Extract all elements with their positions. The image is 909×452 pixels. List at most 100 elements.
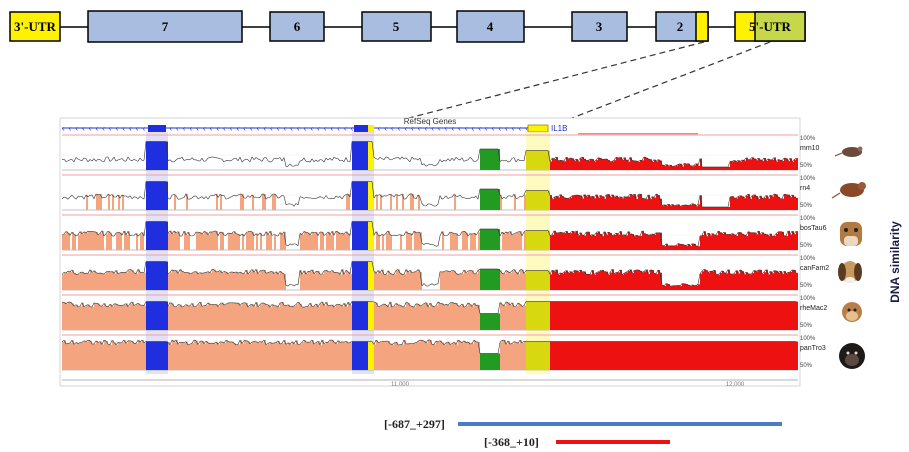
conservation-line (71, 195, 75, 198)
conservation-bar (564, 341, 566, 370)
conservation-line (209, 269, 213, 274)
conservation-bar (356, 341, 358, 370)
conservation-bar (354, 221, 356, 250)
conservation-bar (550, 235, 552, 250)
conservation-line (383, 233, 387, 236)
conservation-line (451, 301, 455, 304)
conservation-bar (152, 181, 154, 210)
conservation-line (631, 193, 635, 196)
conservation-bar (586, 196, 588, 210)
conservation-bar (554, 197, 556, 210)
conservation-line (381, 303, 385, 306)
conservation-bar (180, 342, 182, 370)
conservation-line (129, 340, 133, 342)
conservation-bar (208, 271, 210, 290)
conservation-bar (306, 306, 308, 330)
conservation-line (105, 231, 109, 234)
conservation-bar (742, 233, 744, 250)
conservation-line (475, 159, 479, 162)
conservation-line (569, 195, 573, 198)
conservation-line (633, 194, 637, 200)
conservation-line (287, 243, 291, 247)
conservation-line (659, 198, 663, 206)
conservation-line (659, 160, 663, 165)
conservation-line (89, 269, 93, 273)
conservation-bar (648, 235, 650, 250)
conservation-line (739, 269, 743, 272)
conservation-line (267, 160, 271, 163)
conservation-line (577, 158, 581, 162)
conservation-bar (572, 301, 574, 330)
conservation-bar (496, 313, 498, 330)
conservation-line (305, 341, 309, 343)
conservation-bar (772, 159, 774, 170)
conservation-line (373, 194, 377, 199)
conservation-line (759, 232, 763, 235)
conservation-line (423, 302, 427, 304)
conservation-line (339, 233, 343, 235)
conservation-line (309, 339, 313, 343)
conservation-bar (310, 303, 312, 330)
conservation-line (437, 271, 441, 284)
conservation-line (297, 233, 301, 246)
conservation-bar (238, 303, 240, 330)
conservation-bar (150, 181, 152, 210)
conservation-bar (528, 341, 530, 370)
conservation-bar (526, 190, 528, 210)
conservation-line (255, 157, 259, 160)
conservation-line (597, 270, 601, 273)
conservation-line (183, 159, 187, 161)
conservation-bar (242, 343, 244, 370)
conservation-bar (558, 274, 560, 290)
conservation-line (431, 305, 435, 308)
conservation-line (141, 304, 145, 306)
conservation-bar (570, 233, 572, 250)
conservation-bar (308, 232, 310, 250)
conservation-bar (634, 341, 636, 370)
conservation-line (499, 270, 503, 274)
conservation-bar (514, 194, 516, 210)
conservation-line (283, 157, 287, 167)
conservation-bar (560, 194, 562, 210)
conservation-line (251, 231, 255, 236)
conservation-line (447, 302, 451, 306)
conservation-line (107, 343, 111, 346)
conservation-bar (444, 305, 446, 330)
conservation-bar (62, 274, 64, 290)
conservation-bar (670, 301, 672, 330)
conservation-bar (490, 353, 492, 370)
conservation-bar (90, 340, 92, 370)
conservation-line (335, 195, 339, 198)
conservation-line (423, 243, 427, 245)
conservation-line (639, 193, 643, 199)
conservation-bar (334, 307, 336, 330)
conservation-line (573, 230, 577, 233)
conservation-bar (328, 342, 330, 370)
conservation-line (571, 230, 575, 233)
conservation-bar (650, 199, 652, 210)
conservation-bar (124, 304, 126, 330)
conservation-bar (712, 341, 714, 370)
pct-50-label: 50% (800, 283, 813, 289)
conservation-bar (368, 301, 370, 330)
conservation-bar (622, 274, 624, 290)
chimpanzee-icon (839, 343, 865, 369)
conservation-line (183, 271, 187, 274)
conservation-line (417, 157, 421, 161)
conservation-line (681, 163, 685, 167)
conservation-bar (606, 194, 608, 210)
conservation-bar (758, 341, 760, 370)
conservation-line (429, 203, 433, 206)
conservation-bar (318, 341, 320, 370)
conservation-bar (728, 167, 730, 170)
conservation-bar (674, 166, 676, 170)
conservation-bar (312, 340, 314, 370)
conservation-line (419, 158, 423, 165)
conservation-line (93, 158, 97, 162)
conservation-line (337, 196, 341, 198)
conservation-bar (504, 306, 506, 330)
conservation-bar (324, 343, 326, 370)
conservation-bar (112, 271, 114, 290)
conservation-bar (654, 273, 656, 290)
conservation-line (175, 270, 179, 274)
